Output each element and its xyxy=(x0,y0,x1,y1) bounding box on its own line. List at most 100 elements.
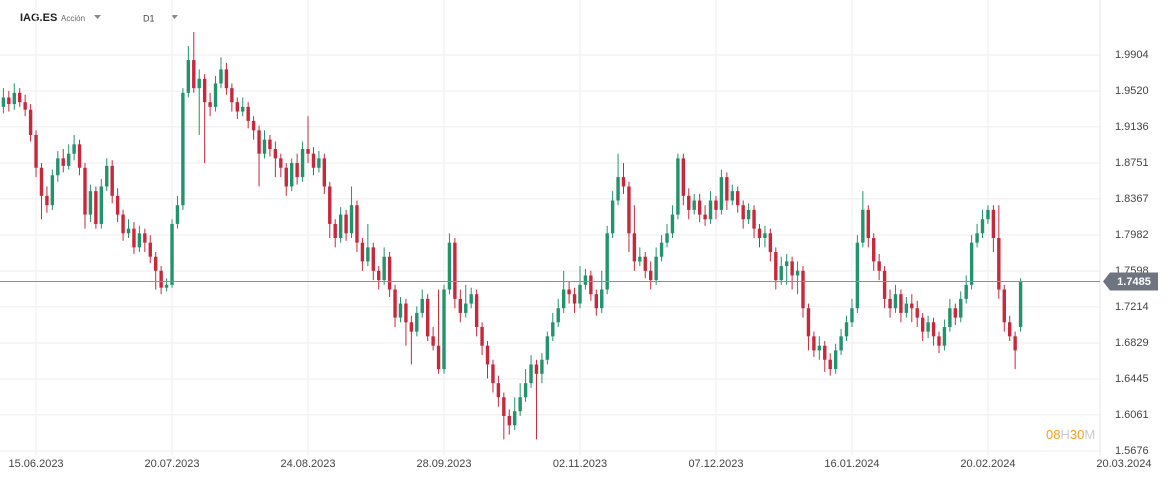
candle-body xyxy=(643,256,647,271)
candle-body xyxy=(355,205,359,243)
candle-body xyxy=(371,247,375,271)
candle-body xyxy=(953,308,958,318)
candle-body xyxy=(175,205,180,224)
y-tick-label: 1.8751 xyxy=(1115,157,1149,169)
candle-body xyxy=(866,209,870,238)
last-price-label: 1.7485 xyxy=(1117,276,1151,288)
candle-body xyxy=(1002,289,1006,323)
candle-body xyxy=(529,364,533,384)
candle-body xyxy=(986,209,990,220)
candle-body xyxy=(627,186,631,234)
candle-body xyxy=(442,289,446,370)
candle-body xyxy=(513,411,517,426)
candle-body xyxy=(349,205,354,234)
candle-body xyxy=(72,144,76,154)
candle-body xyxy=(583,275,588,285)
candle-body xyxy=(377,270,381,281)
candle-body xyxy=(496,383,501,398)
candle-body xyxy=(975,233,979,243)
candle-body xyxy=(942,326,947,346)
candle-body xyxy=(328,186,332,224)
candle-body xyxy=(464,303,468,313)
x-tick-label: 15.06.2023 xyxy=(9,458,64,470)
y-tick-label: 1.7214 xyxy=(1115,301,1149,313)
candle-body xyxy=(186,60,191,93)
candle-body xyxy=(88,191,93,215)
candle-body xyxy=(920,317,925,332)
candle-body xyxy=(567,289,571,295)
candle-body xyxy=(137,233,142,248)
candle-body xyxy=(219,69,223,84)
candle-body xyxy=(801,270,805,309)
countdown-part: 08 xyxy=(1046,427,1060,442)
countdown-text: 08H30M xyxy=(1046,427,1095,442)
candle-body xyxy=(839,336,843,351)
candle-body xyxy=(893,294,898,309)
candle-body xyxy=(148,242,152,257)
candle-body xyxy=(523,383,528,398)
candle-body xyxy=(904,303,909,313)
candle-body xyxy=(230,88,234,103)
candle-body xyxy=(991,209,996,238)
y-tick-label: 1.8367 xyxy=(1115,193,1149,205)
y-tick-label: 1.6445 xyxy=(1115,373,1149,385)
candle-body xyxy=(861,209,865,243)
timeframe[interactable]: D1 xyxy=(143,13,155,23)
candle-body xyxy=(703,214,707,220)
candle-body xyxy=(855,242,860,309)
candle-body xyxy=(273,149,278,159)
candle-body xyxy=(110,165,114,196)
symbol[interactable]: IAG.ES xyxy=(20,12,57,24)
candle-body xyxy=(768,233,773,253)
dropdown-arrow[interactable] xyxy=(171,15,178,19)
candle-body xyxy=(28,109,33,135)
candle-body xyxy=(300,149,305,178)
candle-body xyxy=(725,177,729,201)
candle-body xyxy=(594,294,599,309)
candle-body xyxy=(458,298,463,313)
candle-body xyxy=(181,92,185,206)
candle-body xyxy=(676,158,680,215)
candle-body xyxy=(132,228,136,248)
candle-body xyxy=(420,298,424,313)
last-price-tag xyxy=(1103,272,1158,291)
candle-body xyxy=(605,233,609,290)
candle-body xyxy=(480,326,484,346)
candle-body xyxy=(197,78,201,89)
dropdown-arrow[interactable] xyxy=(94,15,101,19)
candle-body xyxy=(295,163,299,178)
candle-body xyxy=(208,102,212,107)
candle-body xyxy=(572,294,577,304)
candle-body xyxy=(648,270,653,281)
candle-body xyxy=(1018,282,1023,327)
candle-body xyxy=(736,191,740,206)
candle-body xyxy=(621,177,626,187)
candle-body xyxy=(469,294,473,304)
candle-body xyxy=(899,294,903,313)
candle-body xyxy=(453,242,457,299)
candle-body xyxy=(518,397,522,412)
candle-body xyxy=(425,298,430,337)
candle-body xyxy=(306,149,310,154)
candle-body xyxy=(616,177,620,201)
candle-body xyxy=(360,242,365,262)
candle-body xyxy=(18,92,22,103)
candle-body xyxy=(34,134,38,168)
x-tick-label: 07.12.2023 xyxy=(688,458,743,470)
candle-body xyxy=(757,228,762,238)
candle-body xyxy=(279,158,283,168)
candle-body xyxy=(485,345,490,365)
candle-body xyxy=(708,200,713,220)
countdown-part: 30 xyxy=(1070,427,1084,442)
candle-body xyxy=(322,158,327,187)
candle-body xyxy=(404,303,408,323)
candle-body xyxy=(561,289,566,309)
candle-body xyxy=(235,102,239,112)
candle-body xyxy=(964,284,968,299)
y-tick-label: 1.6829 xyxy=(1115,337,1149,349)
candle-body xyxy=(714,200,718,210)
candle-body xyxy=(980,219,985,234)
candle-body xyxy=(164,284,169,288)
candle-body xyxy=(246,106,250,121)
